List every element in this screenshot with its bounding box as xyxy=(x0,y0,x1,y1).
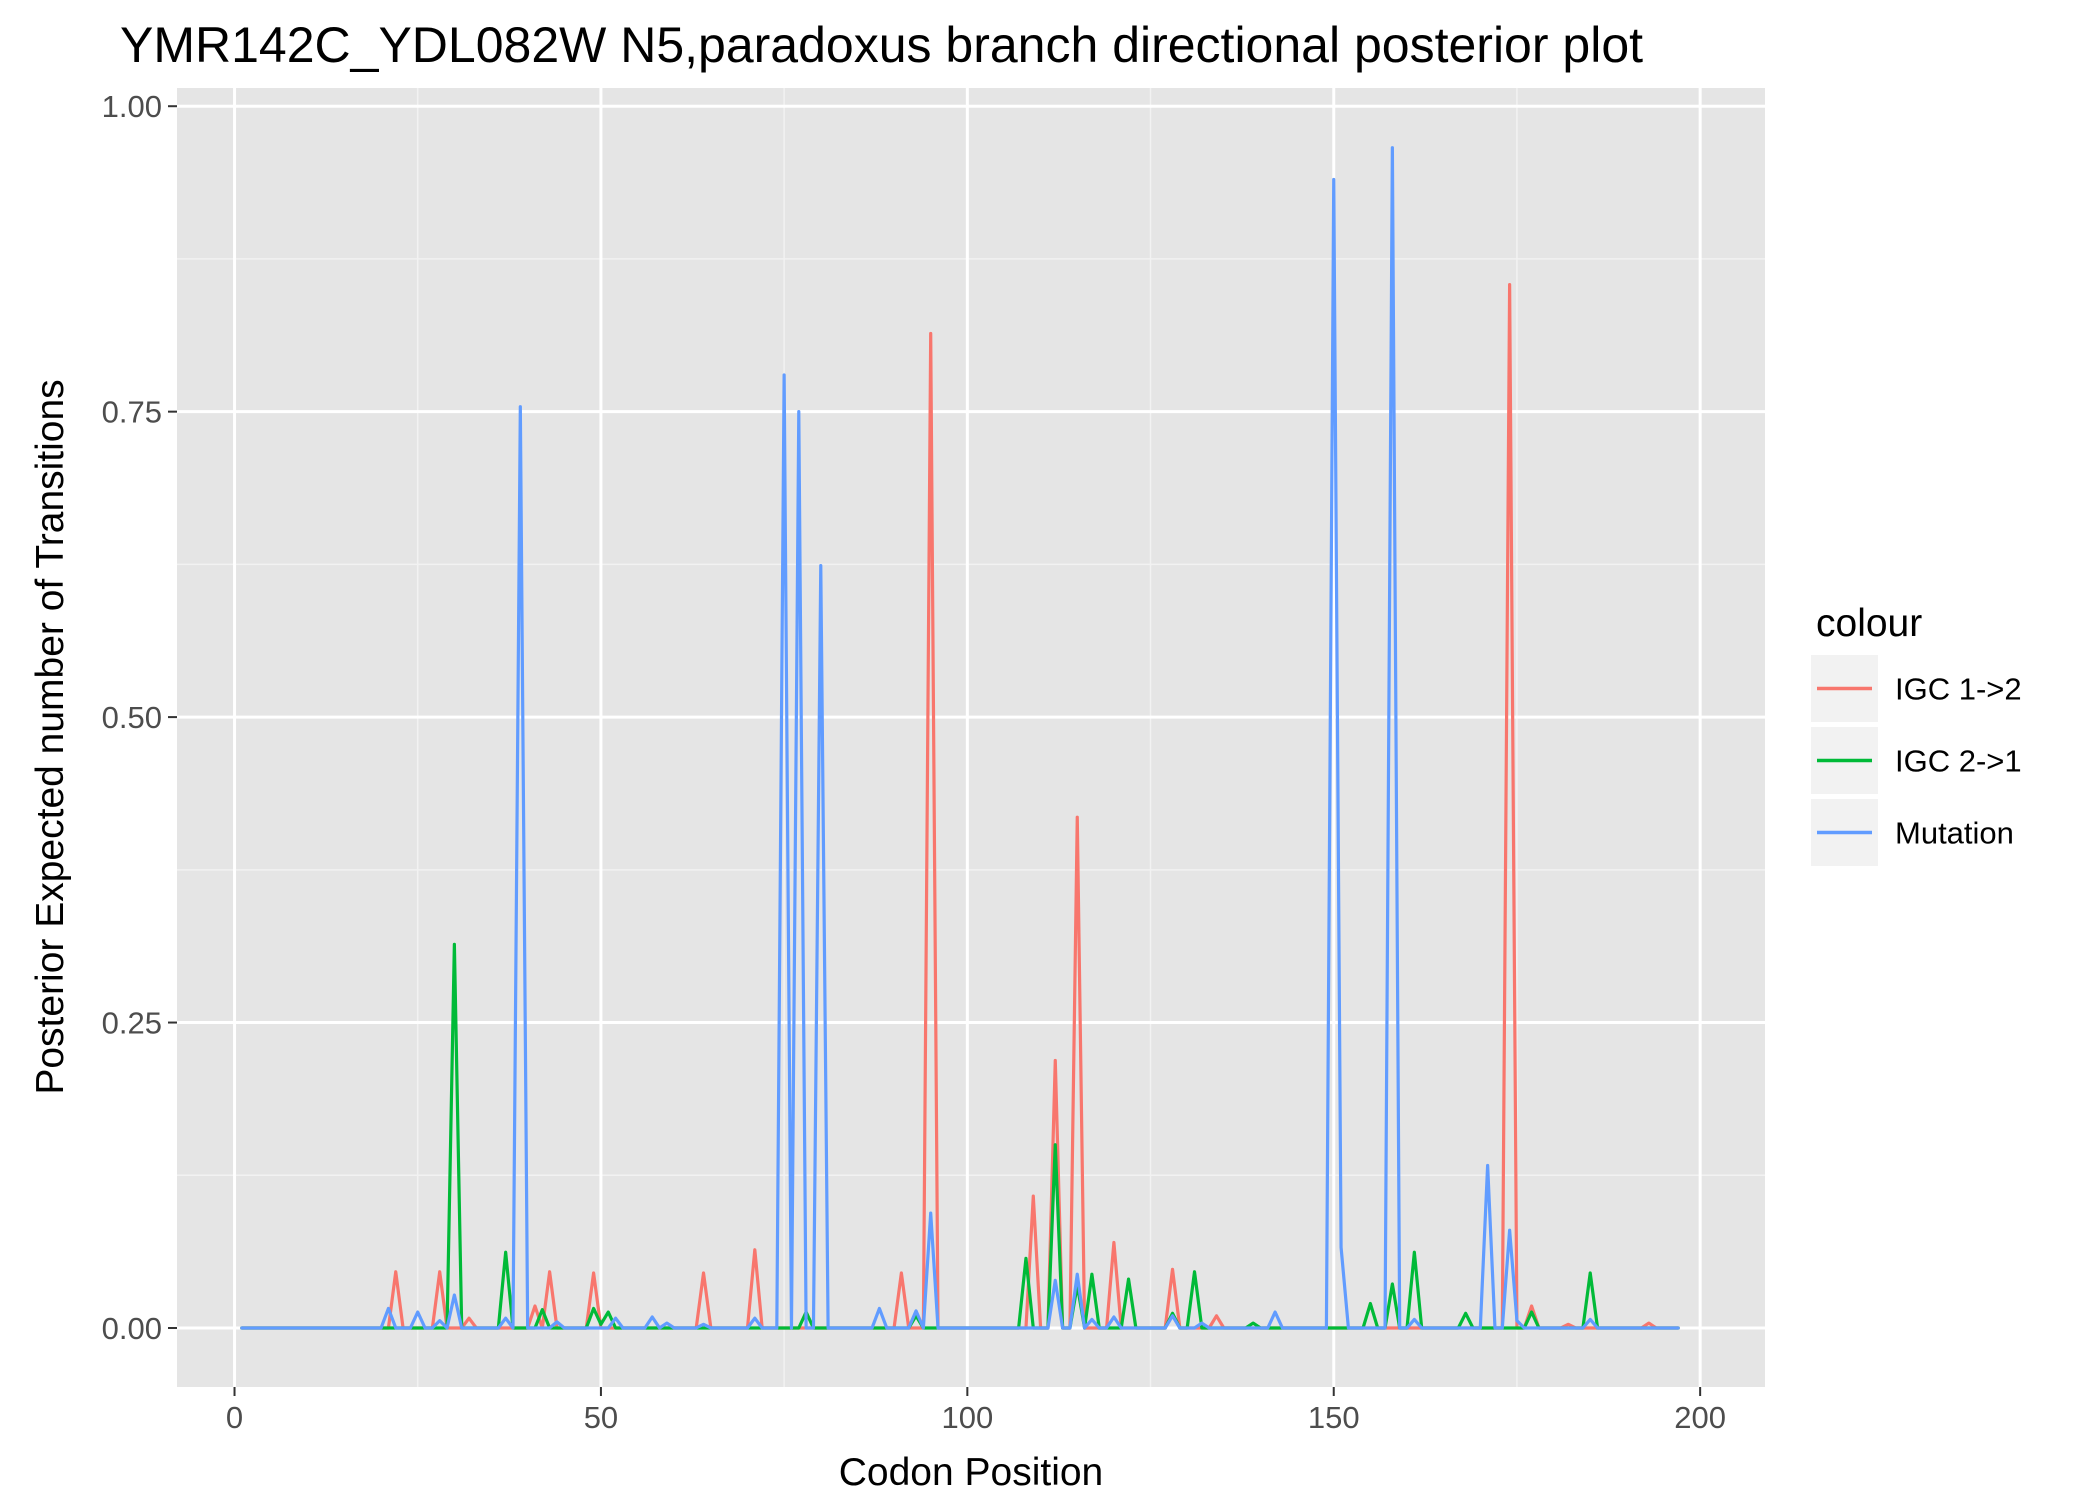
x-tick-label: 200 xyxy=(1674,1400,1726,1435)
x-axis-title: Codon Position xyxy=(839,1451,1104,1494)
legend-title: colour xyxy=(1816,602,1922,645)
legend-item-igc-2-1: IGC 2->1 xyxy=(1811,727,2022,794)
y-tick-label: 0.50 xyxy=(102,700,162,735)
legend: colour IGC 1->2 IGC 2->1 Mutation xyxy=(1811,602,2022,866)
y-tick-label: 0.75 xyxy=(102,395,162,430)
x-tick-label: 0 xyxy=(226,1400,243,1435)
legend-item-mutation: Mutation xyxy=(1811,799,2014,866)
series-lines xyxy=(240,146,1680,1330)
y-tick-label: 0.00 xyxy=(102,1311,162,1346)
x-axis: 0 50 100 150 200 xyxy=(226,1387,1726,1435)
x-tick-label: 150 xyxy=(1308,1400,1360,1435)
x-tick-label: 100 xyxy=(941,1400,993,1435)
legend-items: IGC 1->2 IGC 2->1 Mutation xyxy=(1811,655,2022,866)
legend-item-igc-1-2: IGC 1->2 xyxy=(1811,655,2022,722)
series-line-mutation xyxy=(240,146,1680,1330)
legend-label: Mutation xyxy=(1895,816,2014,851)
y-axis-title: Posterior Expected number of Transitions xyxy=(29,379,72,1094)
legend-label: IGC 2->1 xyxy=(1895,744,2022,779)
chart-title: YMR142C_YDL082W N5,paradoxus branch dire… xyxy=(120,17,1643,73)
y-tick-label: 0.25 xyxy=(102,1006,162,1041)
plot-panel xyxy=(177,88,1765,1387)
legend-label: IGC 1->2 xyxy=(1895,672,2022,707)
y-tick-label: 1.00 xyxy=(102,89,162,124)
minor-gridlines xyxy=(177,88,1765,1387)
y-axis: 0.00 0.25 0.50 0.75 1.00 xyxy=(102,89,177,1346)
x-tick-label: 50 xyxy=(584,1400,618,1435)
